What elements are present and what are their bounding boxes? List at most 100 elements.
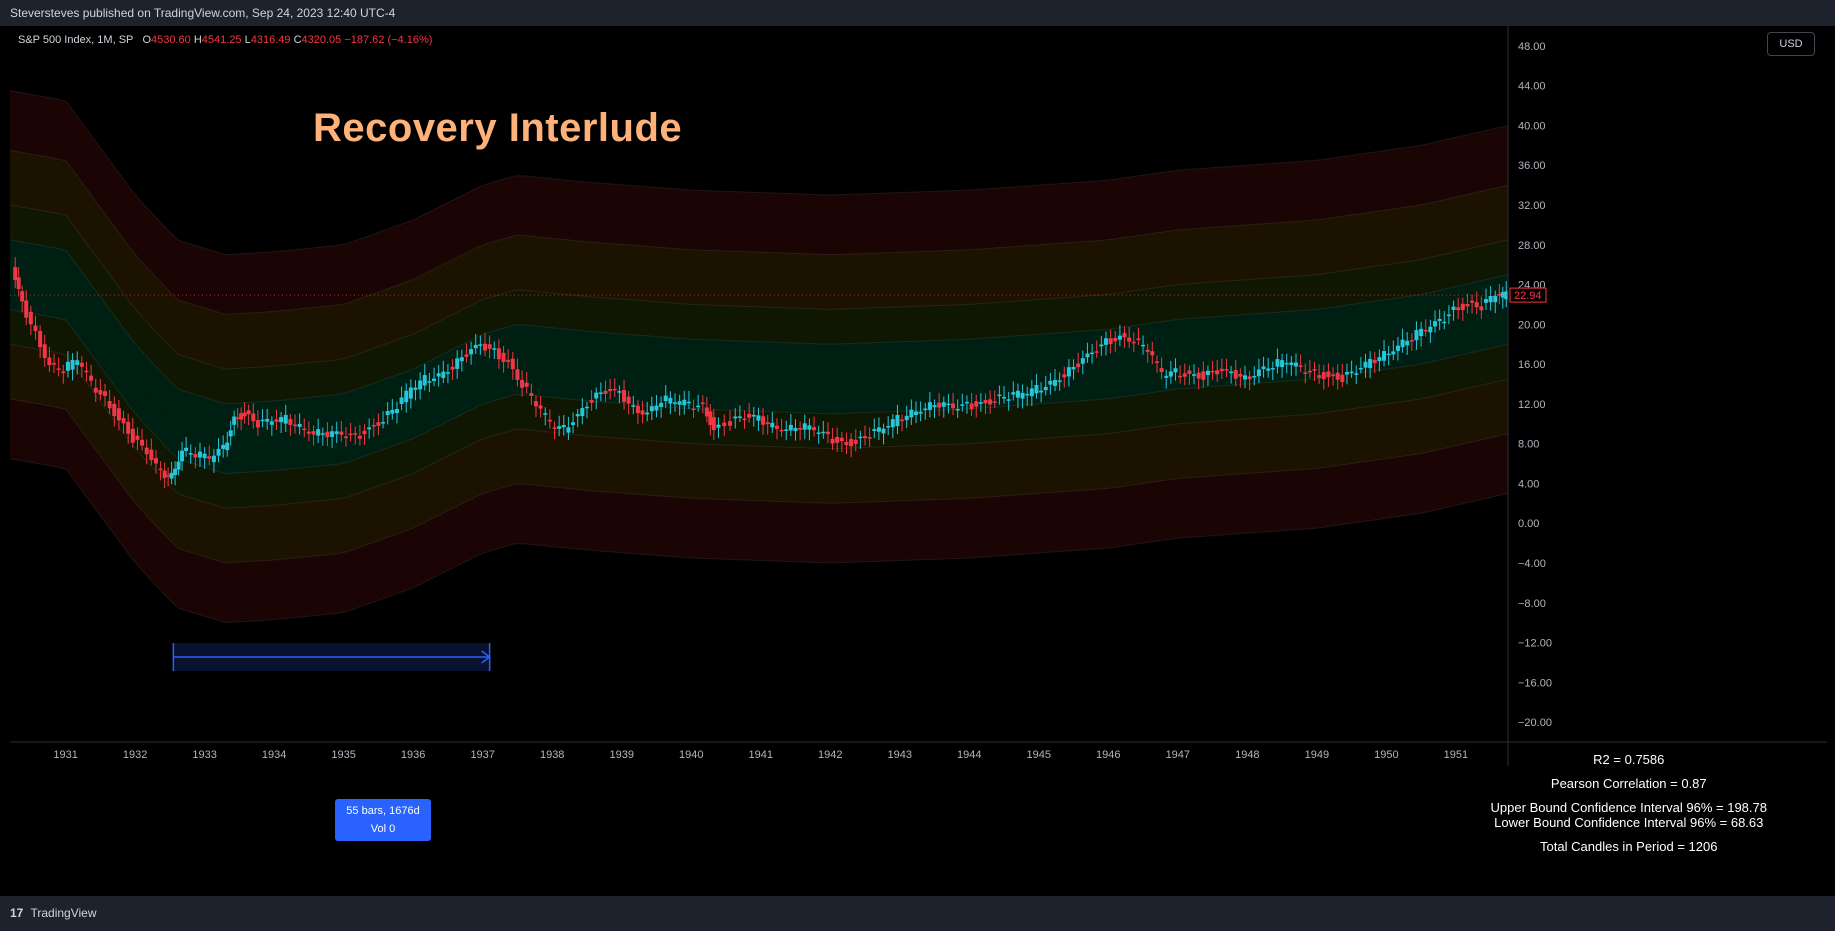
candle-body[interactable] [1006,399,1011,401]
candle-body[interactable] [821,431,826,434]
candle-body[interactable] [52,363,57,365]
candle-body[interactable] [798,428,803,430]
candle-body[interactable] [1048,380,1053,385]
candle-body[interactable] [1057,380,1062,382]
candle-body[interactable] [1335,372,1340,380]
candle-body[interactable] [33,325,38,331]
candle-body[interactable] [626,396,631,404]
candle-body[interactable] [751,414,756,417]
candle-body[interactable] [1446,314,1451,317]
candle-body[interactable] [65,361,70,371]
candle-body[interactable] [228,430,233,437]
candle-body[interactable] [1483,299,1488,303]
candle-body[interactable] [770,422,775,428]
candle-body[interactable] [198,451,203,458]
candle-body[interactable] [1293,362,1298,367]
candle-body[interactable] [742,418,747,421]
candle-body[interactable] [716,424,721,428]
candle-body[interactable] [649,406,654,412]
candle-body[interactable] [362,430,367,435]
candle-body[interactable] [1284,362,1289,365]
chart-annotation-title[interactable]: Recovery Interlude [313,106,683,150]
candle-body[interactable] [1187,370,1192,374]
candle-body[interactable] [1076,363,1081,368]
candle-body[interactable] [867,437,872,439]
candle-body[interactable] [635,405,640,414]
candle-body[interactable] [557,426,562,429]
candle-body[interactable] [608,388,613,392]
candle-body[interactable] [580,408,585,417]
candle-body[interactable] [886,426,891,428]
candle-body[interactable] [211,455,216,463]
candle-body[interactable] [524,382,529,387]
candle-body[interactable] [955,408,960,411]
candle-body[interactable] [1145,349,1150,352]
candle-body[interactable] [135,435,140,440]
candle-body[interactable] [246,410,251,415]
candle-body[interactable] [1317,375,1322,378]
candle-body[interactable] [722,422,727,427]
candle-body[interactable] [571,422,576,425]
candle-body[interactable] [1363,361,1368,368]
candle-body[interactable] [890,419,895,428]
candle-body[interactable] [464,354,469,357]
candle-body[interactable] [385,410,390,416]
candle-body[interactable] [169,472,174,479]
candle-body[interactable] [1307,370,1312,373]
candle-body[interactable] [640,410,645,415]
candle-body[interactable] [149,449,154,461]
candle-body[interactable] [492,348,497,350]
candle-body[interactable] [1238,373,1243,377]
candle-body[interactable] [1173,368,1178,373]
candle-body[interactable] [390,409,395,414]
candle-body[interactable] [1377,357,1382,362]
candle-body[interactable] [325,431,330,438]
candle-body[interactable] [825,431,830,435]
candle-body[interactable] [1433,321,1438,327]
candle-body[interactable] [603,390,608,394]
candle-body[interactable] [61,371,66,374]
candle-body[interactable] [1437,318,1442,322]
candle-body[interactable] [1391,351,1396,355]
candle-body[interactable] [1168,371,1173,377]
candle-body[interactable] [84,370,89,373]
candle-body[interactable] [849,439,854,447]
candle-body[interactable] [1090,352,1095,355]
candle-body[interactable] [162,470,167,478]
candle-body[interactable] [682,399,687,406]
candle-body[interactable] [130,428,135,443]
candle-body[interactable] [269,421,274,425]
candle-body[interactable] [408,387,413,399]
candle-body[interactable] [107,400,112,409]
candle-body[interactable] [28,311,33,325]
candle-body[interactable] [1150,351,1155,356]
candle-body[interactable] [1066,367,1071,377]
candle-body[interactable] [704,407,709,417]
candle-body[interactable] [1428,326,1433,333]
candle-body[interactable] [673,402,678,404]
candle-body[interactable] [668,397,673,404]
candle-body[interactable] [1395,345,1400,351]
candle-body[interactable] [1456,307,1461,311]
candle-body[interactable] [913,411,918,415]
candle-body[interactable] [1029,388,1034,397]
candle-body[interactable] [1247,376,1252,380]
candle-body[interactable] [900,419,905,422]
candle-body[interactable] [436,373,441,377]
candle-body[interactable] [589,399,594,403]
candle-body[interactable] [617,391,622,393]
candle-body[interactable] [691,408,696,411]
candle-body[interactable] [728,421,733,426]
candle-body[interactable] [450,366,455,370]
candle-body[interactable] [1368,358,1373,369]
candle-body[interactable] [427,381,432,383]
candle-body[interactable] [515,369,520,380]
candle-body[interactable] [510,358,515,370]
chart-frame[interactable]: 48.00 44.00 40.00 36.00 32.00 28.00 24.00 20.00… [10,26,1827,896]
candle-body[interactable] [357,435,362,439]
currency-button[interactable]: USD [1767,32,1815,56]
candle-body[interactable] [1196,372,1201,379]
candle-body[interactable] [302,428,307,431]
candle-body[interactable] [75,360,80,366]
candle-body[interactable] [1154,361,1159,363]
